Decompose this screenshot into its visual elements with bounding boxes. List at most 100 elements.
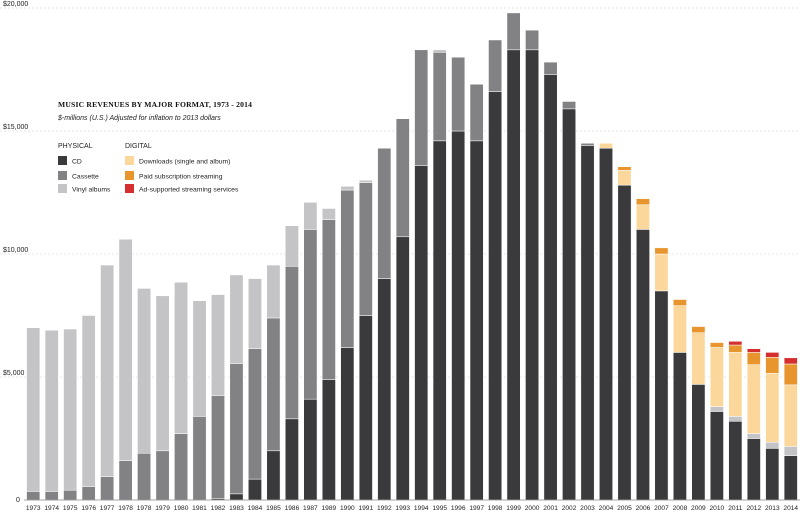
bar-segment-cd — [599, 147, 613, 501]
bar-segment-vinyl — [155, 295, 170, 452]
x-tick-label: 2003 — [580, 505, 595, 512]
x-tick-label: 1991 — [358, 505, 373, 512]
bar-segment-cd — [543, 74, 558, 501]
x-tick-label: 1997 — [469, 505, 484, 512]
bar-segment-paid-streaming — [783, 363, 798, 386]
bar-segment-cassette — [248, 348, 262, 480]
bar-segment-cd — [654, 290, 669, 501]
bar-segment-cd — [746, 438, 761, 501]
bar-segment-downloads — [691, 332, 706, 385]
bar-segment-cassette — [26, 491, 41, 501]
bar-segment-cd — [506, 49, 521, 501]
bar-segment-downloads — [783, 384, 798, 447]
bar-segment-cd — [525, 49, 539, 501]
bar-segment-paid-streaming — [654, 247, 669, 255]
bar-segment-vinyl — [211, 294, 225, 396]
bar-segment-cassette — [229, 363, 244, 495]
bar-segment-vinyl — [728, 416, 743, 422]
bar-segment-vinyl — [26, 327, 41, 492]
bar-segment-vinyl — [303, 202, 318, 230]
bar-segment-cassette — [285, 266, 299, 420]
chart-subtitle: $-millions (U.S.) Adjusted for inflation… — [57, 115, 221, 122]
x-tick-label: 2006 — [636, 505, 651, 512]
bar-segment-vinyl — [709, 406, 724, 412]
bar-segment-cassette — [100, 476, 115, 501]
bar-segment-vinyl — [746, 433, 761, 439]
bar-segment-cd — [414, 165, 429, 501]
bar-segment-vinyl — [100, 264, 115, 477]
bar-segment-vinyl — [118, 238, 133, 461]
x-tick-label: 1979 — [155, 505, 170, 512]
bar-segment-vinyl — [765, 441, 780, 449]
bar-segment-cassette — [340, 189, 355, 348]
x-tick-label: 2014 — [783, 505, 798, 512]
bar-segment-paid-streaming — [673, 299, 687, 306]
chart-header: MUSIC REVENUES BY MAJOR FORMAT, 1973 - 2… — [57, 100, 252, 122]
x-tick-label: 2013 — [765, 505, 780, 512]
bar-segment-cassette — [192, 416, 207, 501]
legend-label-paid-streaming: Paid subscription streaming — [139, 174, 223, 181]
x-tick-label: 2005 — [617, 505, 632, 512]
bar-segment-cassette — [266, 317, 281, 452]
bar-segment-cassette — [580, 143, 595, 147]
bar-segment-cassette — [543, 61, 558, 75]
bar-segment-paid-streaming — [728, 344, 743, 353]
x-tick-label: 1999 — [506, 505, 521, 512]
bar-segment-cd — [340, 347, 355, 501]
bar-segment-cassette — [488, 39, 503, 92]
legend-group-physical: PHYSICAL — [58, 143, 93, 150]
bar-segment-downloads — [765, 373, 780, 443]
bar-segment-cd — [303, 398, 318, 501]
bar-segment-cassette — [137, 453, 151, 501]
bar-segment-downloads — [709, 347, 724, 407]
bar-segment-cassette — [81, 486, 96, 501]
bar-segment-vinyl — [44, 330, 59, 492]
bar-segment-cassette — [414, 49, 429, 166]
bar-segment-cd — [248, 478, 262, 501]
x-tick-label: 1984 — [248, 505, 263, 512]
y-tick-label: $20,000 — [3, 1, 28, 8]
x-tick-label: 1994 — [414, 505, 429, 512]
x-tick-label: 1974 — [44, 505, 59, 512]
bar-segment-cassette — [377, 147, 392, 279]
legend-swatch-cassette — [58, 171, 67, 180]
bar-segment-cassette — [432, 52, 447, 142]
bar-segment-downloads — [746, 364, 761, 434]
bar-segment-vinyl — [266, 264, 281, 319]
y-tick-label: $15,000 — [3, 124, 28, 131]
bar-segment-ad-streaming — [765, 352, 780, 358]
bar-segment-cd — [673, 352, 687, 501]
bar-segment-cd — [709, 411, 724, 501]
x-tick-label: 1981 — [192, 505, 207, 512]
bar-segment-cd — [266, 450, 281, 501]
bar-segment-cd — [469, 140, 484, 501]
bar-segment-cd — [562, 108, 576, 501]
bar-segment-cd — [617, 184, 632, 501]
legend-swatch-ad-streaming — [125, 184, 134, 193]
bar-segment-cd — [321, 379, 336, 501]
legend-label-downloads: Downloads (single and album) — [139, 159, 230, 166]
bar-segment-cassette — [118, 460, 133, 501]
legend-label-ad-streaming: Ad-supported streaming services — [139, 187, 239, 194]
bar-segment-vinyl — [432, 49, 447, 53]
bar-segment-cd — [728, 421, 743, 501]
x-tick-label: 2000 — [525, 505, 540, 512]
bar-segment-cd — [285, 418, 299, 501]
legend-swatch-downloads — [125, 156, 134, 165]
bar-segment-vinyl — [248, 278, 262, 349]
bar-segment-cd — [358, 315, 373, 501]
legend-label-cd: CD — [72, 159, 82, 166]
y-tick-label: $10,000 — [3, 247, 28, 254]
bar-segment-vinyl — [192, 300, 207, 417]
bar-segment-vinyl — [321, 208, 336, 220]
bar-segment-cassette — [63, 489, 78, 501]
x-tick-label: 1977 — [100, 505, 115, 512]
bar-segment-cassette — [211, 395, 225, 500]
bar-segment-downloads — [636, 204, 650, 230]
x-tick-label: 2004 — [599, 505, 614, 512]
x-tick-label: 2010 — [710, 505, 725, 512]
bar-segment-cd — [580, 145, 595, 501]
bar-segment-downloads — [617, 170, 632, 186]
x-tick-label: 1976 — [81, 505, 96, 512]
